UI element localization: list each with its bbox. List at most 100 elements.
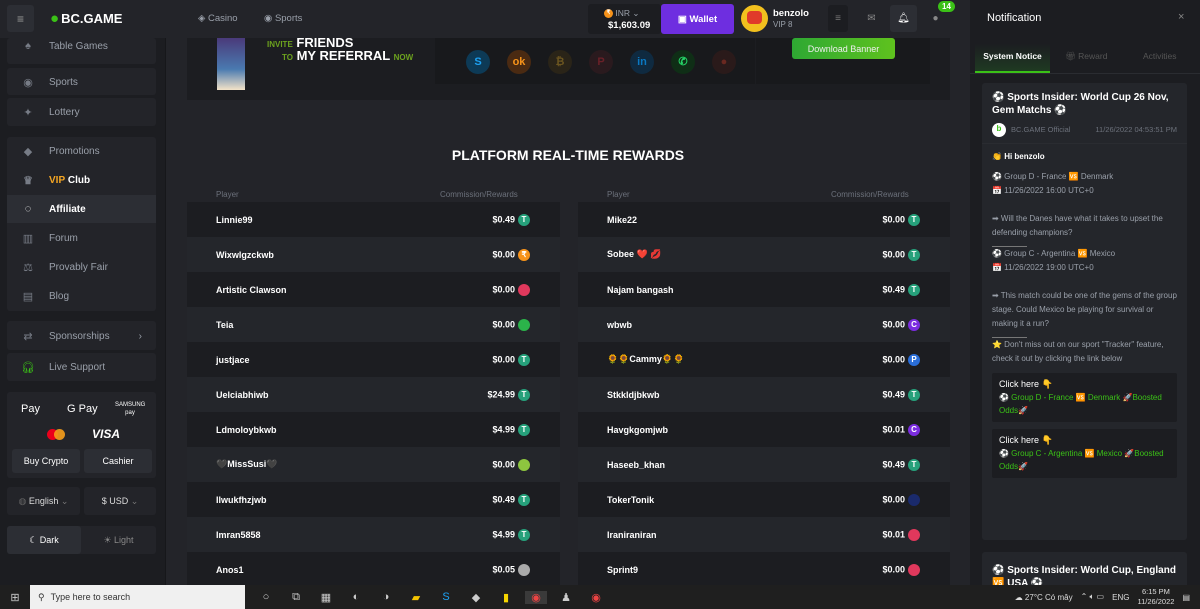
bell-icon[interactable]: 🔔︎ bbox=[890, 5, 917, 32]
tracker-link-argentina-mexico[interactable]: Click here 👇 ⚽ Group C - Argentina 🆚 Mexi… bbox=[992, 429, 1177, 478]
username[interactable]: benzolo bbox=[773, 8, 809, 19]
sidebar-item-sponsorships[interactable]: ⇄ Sponsorships › bbox=[7, 322, 156, 350]
linkedin-icon[interactable]: in bbox=[630, 50, 654, 74]
odnoklassniki-icon[interactable]: ok bbox=[507, 50, 531, 74]
mail-icon[interactable]: ✉ bbox=[867, 13, 876, 24]
chrome-icon[interactable]: ◉ bbox=[525, 590, 547, 604]
player-name: TokerTonik bbox=[607, 494, 655, 505]
list-icon[interactable]: ≡ bbox=[828, 5, 848, 32]
sidebar-item-sports[interactable]: ◉ Sports bbox=[7, 68, 156, 96]
table-row: TokerTonik $0.00 bbox=[578, 482, 950, 517]
sidebar-item-promotions[interactable]: ◆ Promotions bbox=[7, 137, 156, 165]
sidebar-item-affiliate[interactable]: ◌ Affiliate bbox=[7, 195, 156, 223]
taskbar-search-input[interactable]: ⚲ Type here to search bbox=[30, 585, 245, 609]
wallet-icon: ▣ bbox=[677, 13, 690, 25]
player-name: Mike22 bbox=[607, 214, 638, 225]
sidebar-item-lottery[interactable]: ✦ Lottery bbox=[7, 98, 156, 126]
notification-panel: Notification × System Notice 🎁︎ Reward A… bbox=[970, 0, 1200, 592]
app-icon[interactable]: ◐ bbox=[352, 591, 360, 603]
google-pay-logo: G Pay bbox=[67, 403, 98, 415]
tracker-link-france-denmark[interactable]: Click here 👇 ⚽ Group D - France 🆚 Denmark… bbox=[992, 373, 1177, 422]
usdt-coin-icon: T bbox=[518, 528, 530, 541]
tab-system-notice[interactable]: System Notice bbox=[975, 44, 1050, 73]
player-name: Imran5858 bbox=[216, 529, 261, 540]
pinterest-icon[interactable]: P bbox=[589, 50, 613, 74]
green-coin-icon bbox=[518, 318, 530, 331]
language-indicator[interactable]: ENG bbox=[1112, 592, 1130, 602]
basketball-icon: ◉ bbox=[23, 76, 33, 89]
usdt-coin-icon: T bbox=[518, 353, 530, 366]
calculator-icon[interactable]: ▦ bbox=[320, 591, 332, 604]
navy-coin-icon bbox=[908, 493, 920, 506]
globe-icon: ◍ bbox=[18, 495, 29, 506]
action-center-icon[interactable]: ▤ bbox=[1182, 592, 1190, 602]
wallet-button[interactable]: ▣ Wallet bbox=[661, 4, 734, 34]
samsung-pay-logo: SAMSUNG pay bbox=[115, 402, 146, 416]
windows-start-icon[interactable]: ⊞ bbox=[10, 591, 20, 604]
scale-icon: ⚖ bbox=[23, 261, 33, 274]
avatar[interactable] bbox=[741, 5, 768, 32]
nav-casino[interactable]: ◈ Casino bbox=[198, 13, 238, 24]
skype-icon[interactable]: S bbox=[466, 50, 490, 74]
sidebar-item-vip-club[interactable]: ♛ VIP Club bbox=[7, 166, 156, 194]
chat-badge: 14 bbox=[938, 1, 955, 12]
buy-crypto-button[interactable]: Buy Crypto bbox=[12, 449, 80, 473]
tab-activities[interactable]: Activities bbox=[1143, 51, 1177, 61]
gift-icon: 🎁︎ bbox=[1065, 51, 1079, 61]
light-theme-button[interactable]: ☀ Light bbox=[103, 534, 134, 546]
table-row: Stkkldjbkwb $0.49 T bbox=[578, 377, 950, 412]
sun-icon: ☀ bbox=[103, 534, 115, 545]
basketball-icon: ◉ bbox=[264, 13, 275, 24]
reddit-icon[interactable]: ● bbox=[712, 50, 736, 74]
clock[interactable]: 6:15 PM 11/26/2022 bbox=[1137, 587, 1175, 606]
language-select[interactable]: ◍ English ⌄ bbox=[7, 487, 80, 515]
currency-select[interactable]: $ USD ⌄ bbox=[84, 487, 156, 515]
rewards-title: PLATFORM REAL-TIME REWARDS bbox=[451, 147, 685, 163]
sidebar: ♠ Table Games ◉ Sports ✦ Lottery ◆ Promotion… bbox=[0, 38, 166, 585]
sidebar-item-blog[interactable]: ▤ Blog bbox=[22, 290, 70, 303]
reward-amount: $0.00 T bbox=[882, 248, 920, 261]
dark-theme-button[interactable]: ☾ Dark bbox=[7, 526, 81, 554]
sidebar-item-forum[interactable]: ▥ Forum bbox=[22, 232, 78, 245]
logo[interactable]: ● BC.GAME bbox=[50, 10, 123, 27]
chrome-icon[interactable]: ◉ bbox=[591, 591, 601, 604]
sidebar-item-provably-fair[interactable]: ⚖ Provably Fair bbox=[7, 253, 156, 281]
bitcoin-icon[interactable]: ₿ bbox=[548, 50, 572, 74]
headset-icon: 🎧︎ bbox=[21, 361, 35, 374]
tab-reward[interactable]: 🎁︎ Reward bbox=[1065, 51, 1108, 61]
table-row: Ilwukfhzjwb $0.49 T bbox=[187, 482, 560, 517]
sticky-notes-icon[interactable]: ▮ bbox=[502, 591, 510, 604]
close-icon[interactable]: × bbox=[1178, 11, 1185, 23]
crown-icon: ♛ bbox=[23, 174, 33, 187]
download-banner-button[interactable]: Download Banner bbox=[792, 38, 895, 59]
cards-icon: ♠ bbox=[25, 40, 31, 52]
player-name: Anos1 bbox=[216, 564, 244, 575]
task-view-icon[interactable]: ⧉ bbox=[292, 590, 300, 603]
sidebar-item-table-games[interactable]: ♠ Table Games bbox=[7, 32, 156, 60]
reward-amount: $0.00 T bbox=[882, 213, 920, 226]
cortana-icon[interactable]: ○ bbox=[262, 591, 270, 603]
balance-selector[interactable]: ₹ INR ⌄ $1,603.09 bbox=[588, 4, 661, 34]
table-row: Havgkgomjwb $0.01 C bbox=[578, 412, 950, 447]
player-name: wbwb bbox=[607, 319, 632, 330]
app-icon[interactable]: ◑ bbox=[382, 591, 390, 603]
sidebar-item-live-support[interactable]: 🎧︎ Live Support bbox=[21, 361, 106, 374]
app-icon[interactable]: ◆ bbox=[471, 591, 481, 604]
menu-toggle-button[interactable]: ≡ bbox=[7, 5, 34, 32]
usdt-coin-icon: T bbox=[518, 213, 530, 226]
skype-icon[interactable]: S bbox=[442, 591, 450, 603]
cashier-button[interactable]: Cashier bbox=[84, 449, 152, 473]
whatsapp-icon[interactable]: ✆ bbox=[671, 50, 695, 74]
referral-banner: INVITE FRIENDS TO MY REFERRAL NOW S ok ₿… bbox=[187, 38, 950, 100]
weather-icon[interactable]: ☁ 27°C Có mây bbox=[1014, 592, 1073, 602]
file-explorer-icon[interactable]: ▰ bbox=[411, 591, 421, 604]
reward-amount: $0.00 P bbox=[882, 353, 920, 366]
nav-sports[interactable]: ◉ Sports bbox=[264, 13, 303, 24]
table-row: 🌻🌻Cammy🌻🌻 $0.00 P bbox=[578, 342, 950, 377]
notification-card[interactable]: ⚽ Sports Insider: World Cup 26 Nov, Gem … bbox=[982, 83, 1187, 540]
tray-icons[interactable]: ⌃ 🔈︎ ▭ bbox=[1080, 592, 1105, 601]
chat-icon[interactable]: ● bbox=[932, 13, 939, 24]
reward-amount: $0.49 T bbox=[492, 213, 530, 226]
reward-amount: $0.00 ₹ bbox=[492, 248, 530, 261]
app-icon[interactable]: ♟ bbox=[561, 591, 571, 604]
